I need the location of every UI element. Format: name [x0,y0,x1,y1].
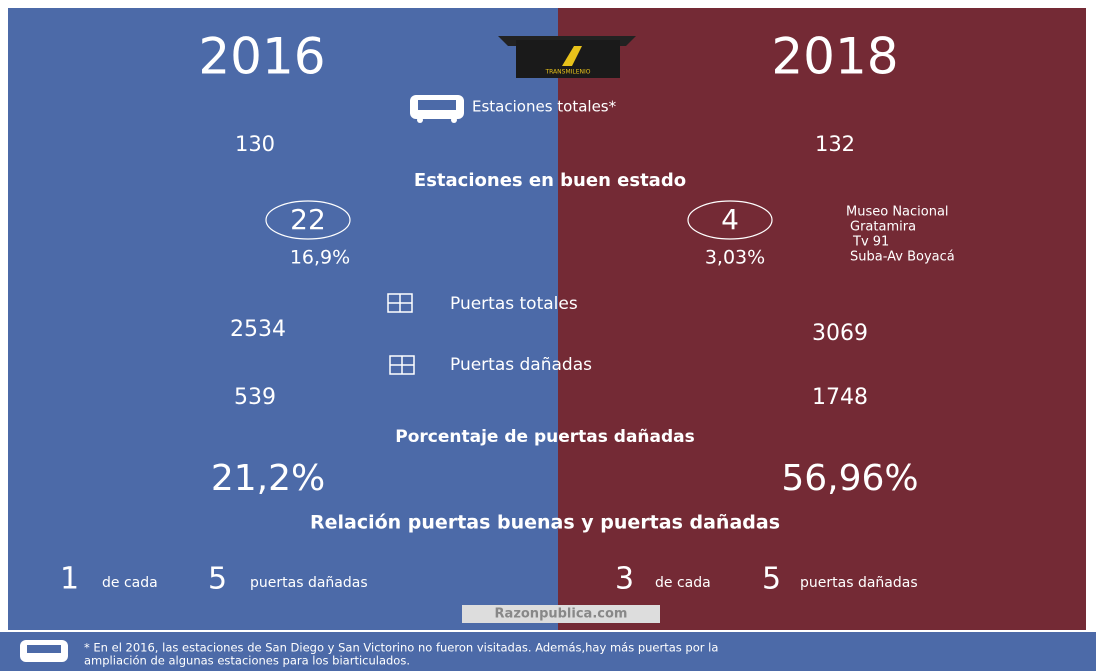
ratio-count: 3 [615,562,634,597]
stat-percent: 3,03% [705,247,765,269]
watermark-box [462,605,660,623]
stat-large: 56,96% [781,458,918,499]
stat: 539 [234,385,276,410]
ratio-total: 5 [208,562,227,597]
section-heading: Relación puertas buenas y puertas dañada… [310,512,780,534]
watermark: Razonpublica.com [495,607,628,622]
section-heading: Porcentaje de puertas dañadas [395,427,695,447]
stat: 132 [815,132,855,156]
section-heading: Estaciones en buen estado [414,170,686,191]
station-name: Suba-Av Boyacá [850,250,955,265]
circle [687,200,773,240]
stat: 3069 [812,321,868,346]
stat: 4 [721,203,739,236]
section-label: Puertas dañadas [450,355,592,375]
section-label: Puertas totales [450,294,578,314]
footnote: * En el 2016, las estaciones de San Dieg… [84,641,718,655]
stat: 2534 [230,317,286,342]
ratio-text: puertas dañadas [800,575,918,591]
ratio-text: de cada [655,575,711,591]
door-icon [389,355,415,375]
stat: 1748 [812,385,868,410]
footnote: ampliación de algunas estaciones para lo… [84,654,410,668]
station-name: Tv 91 [852,235,889,250]
ratio-text: de cada [102,575,158,591]
ratio-count: 1 [60,562,79,597]
right-panel [558,8,1086,630]
door-icon [387,293,413,313]
left-panel [8,8,558,630]
ratio-total: 5 [762,562,781,597]
stat-percent: 16,9% [290,247,350,269]
left-year: 2016 [198,28,325,86]
right-year: 2018 [771,28,898,86]
logo: TRANSMILENIO [498,36,636,78]
station-name: Museo Nacional [846,205,949,220]
bus-icon [20,640,68,662]
stat: 130 [235,132,275,156]
footer-band [0,632,1096,671]
stat: 22 [290,203,326,236]
station-name: Gratamira [850,220,916,235]
logo-text: TRANSMILENIO [544,69,590,76]
stat-large: 21,2% [211,458,325,499]
bus-icon [410,95,464,123]
circle [265,200,351,240]
section-label: Estaciones totales* [472,98,617,116]
ratio-text: puertas dañadas [250,575,368,591]
